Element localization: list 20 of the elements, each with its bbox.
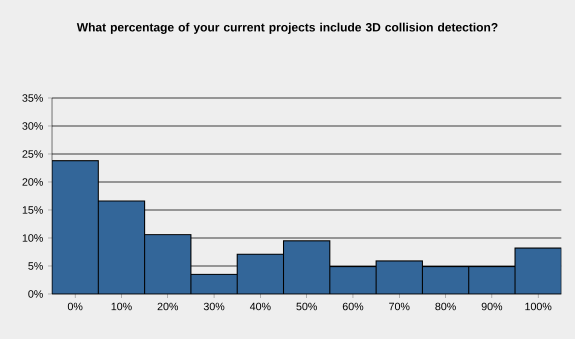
y-tick-label: 5%: [28, 262, 43, 270]
x-tick-label: 20%: [158, 302, 178, 310]
x-tick-label: 40%: [250, 302, 271, 310]
x-tick-label: 10%: [112, 302, 132, 310]
y-tick-label: 30%: [22, 122, 43, 130]
x-tick-label: 30%: [204, 302, 224, 310]
x-tick-label: 70%: [389, 302, 410, 310]
x-tick-label: 50%: [296, 302, 317, 310]
chart-title: What percentage of your current projects include 3D collision detection?: [76, 22, 498, 34]
y-tick-label: 35%: [22, 94, 43, 102]
y-tick-label: 0%: [28, 290, 43, 298]
x-tick-label: 100%: [525, 302, 552, 310]
x-tick-label: 80%: [435, 302, 456, 310]
y-tick-label: 15%: [22, 206, 43, 214]
y-tick-label: 25%: [22, 150, 43, 158]
x-tick-label: 60%: [342, 302, 364, 310]
y-tick-label: 10%: [22, 234, 43, 242]
x-tick-label: 0%: [68, 302, 82, 310]
y-tick-label: 20%: [22, 178, 43, 186]
x-tick-label: 90%: [482, 302, 502, 310]
